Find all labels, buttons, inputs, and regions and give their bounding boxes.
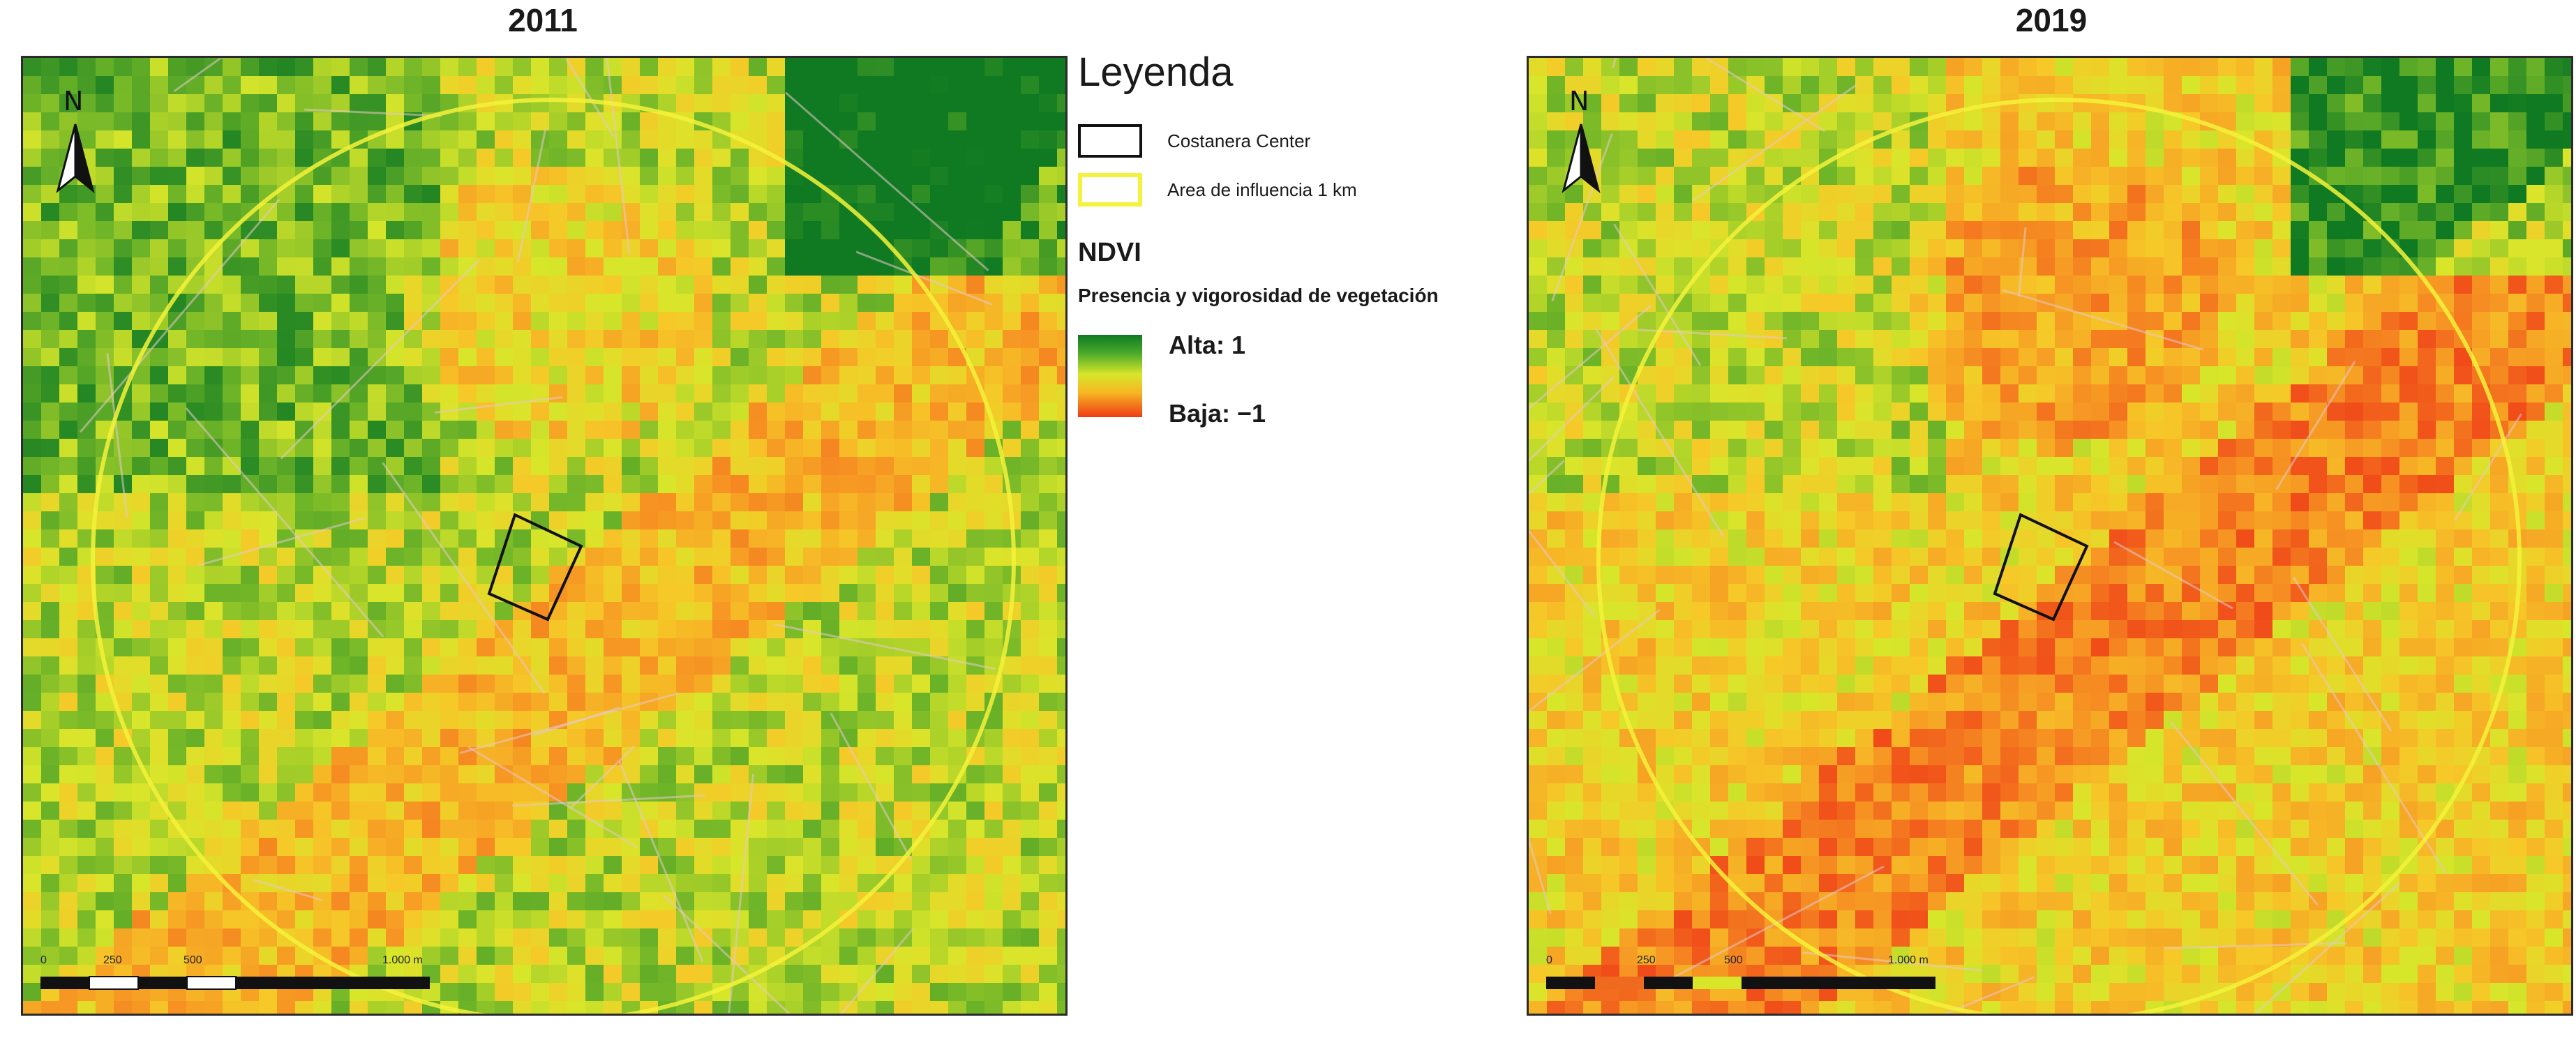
building-outline-swatch <box>1078 124 1142 158</box>
costanera-center-outline <box>487 513 583 622</box>
north-label: N <box>63 86 84 116</box>
scale-label-1000: 1.000 m <box>382 954 423 966</box>
map-2011[interactable]: N 0 250 500 1.000 m <box>21 56 1068 1016</box>
influence-area-ring <box>91 98 1016 1014</box>
ndvi-gradient-bar <box>1078 335 1142 417</box>
scale-label-1000: 1.000 m <box>1888 954 1929 966</box>
scale-bar: 0 250 500 1.000 m <box>40 954 431 996</box>
ndvi-high-label: Alta: 1 <box>1169 331 1246 359</box>
ndvi-color-ramp: Alta: 1 Baja: −1 <box>1078 331 1525 433</box>
scale-label-250: 250 <box>1637 954 1656 966</box>
influence-ring-swatch <box>1078 173 1142 206</box>
legend-item-costanera: Costanera Center <box>1078 116 1525 165</box>
legend: Leyenda Costanera Center Area de influen… <box>1078 49 1525 433</box>
ndvi-subtitle: Presencia y vigorosidad de vegetación <box>1078 285 1439 306</box>
map-2019-title: 2019 <box>2015 2 2088 38</box>
costanera-center-outline <box>1993 513 2089 622</box>
legend-item-influence-area: Area de influencia 1 km <box>1078 165 1525 214</box>
map-2019[interactable]: N 0 250 500 1.000 m <box>1527 56 2573 1016</box>
scale-label-500: 500 <box>1724 954 1743 966</box>
north-arrow-icon: N <box>51 86 100 197</box>
scale-bar: 0 250 500 1.000 m <box>1546 954 1937 996</box>
scale-label-0: 0 <box>40 954 47 966</box>
ndvi-map-2019-canvas <box>1529 58 2571 1014</box>
legend-title: Leyenda <box>1078 50 1234 95</box>
influence-area-ring <box>1596 98 2522 1014</box>
legend-item-label: Costanera Center <box>1167 130 1311 151</box>
legend-item-label: Area de influencia 1 km <box>1167 179 1357 200</box>
north-arrow-icon: N <box>1557 86 1605 197</box>
scale-label-250: 250 <box>103 954 122 966</box>
map-2011-title: 2011 <box>508 2 578 38</box>
ndvi-title: NDVI <box>1078 238 1141 267</box>
scale-label-0: 0 <box>1546 954 1552 966</box>
ndvi-low-label: Baja: −1 <box>1169 399 1266 428</box>
north-label: N <box>1569 86 1589 116</box>
ndvi-map-2011-canvas <box>23 58 1065 1014</box>
scale-label-500: 500 <box>184 954 202 966</box>
